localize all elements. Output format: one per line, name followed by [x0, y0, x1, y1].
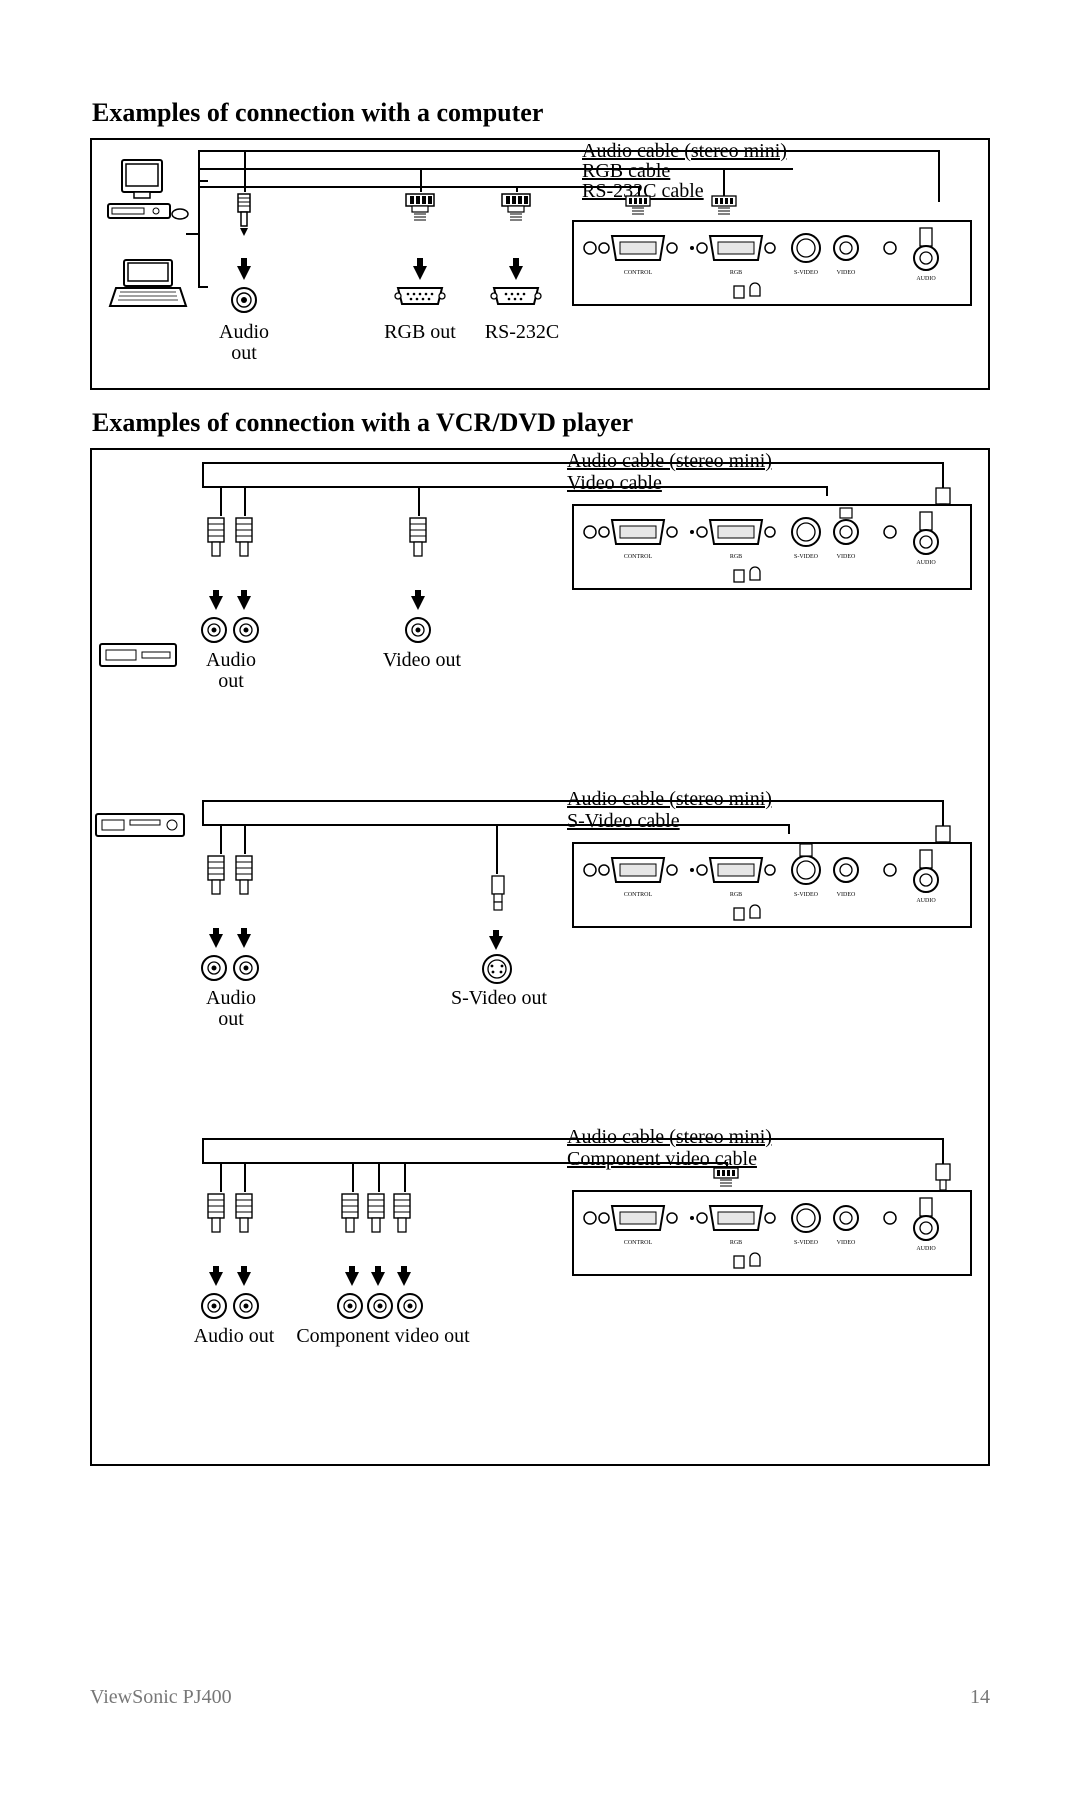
video-rca	[404, 516, 432, 586]
arrow-down-icon	[237, 1272, 251, 1286]
svg-text:CONTROL: CONTROL	[624, 892, 653, 898]
svideo-port-icon	[480, 952, 514, 986]
svg-text:CONTROL: CONTROL	[624, 554, 653, 560]
label-audio-out: Audio out	[196, 988, 266, 1030]
arrow-down-icon	[509, 266, 523, 280]
rgb-connector	[400, 192, 440, 248]
svg-text:RGB: RGB	[730, 554, 742, 560]
dsub-icon	[490, 282, 542, 310]
projector-port-panel: CONTROL RGB S-VIDEO VIDEO AUDIO	[572, 1190, 972, 1276]
rca-pair-icon	[198, 614, 262, 646]
label-rgb-out: RGB out	[382, 322, 458, 343]
svg-text:S-VIDEO: S-VIDEO	[794, 892, 819, 898]
dsub-icon	[394, 282, 446, 310]
heading-computer: Examples of connection with a computer	[92, 98, 990, 128]
svg-text:S-VIDEO: S-VIDEO	[794, 554, 819, 560]
arrow-down-icon	[413, 266, 427, 280]
svg-text:S-VIDEO: S-VIDEO	[794, 270, 819, 276]
heading-vcrdvd: Examples of connection with a VCR/DVD pl…	[92, 408, 990, 438]
arrow-down-icon	[237, 266, 251, 280]
svg-text:CONTROL: CONTROL	[624, 270, 653, 276]
rca-triple-icon	[334, 1290, 426, 1322]
svg-text:AUDIO: AUDIO	[916, 898, 936, 904]
arrow-down-icon	[209, 934, 223, 948]
laptop-icon	[106, 258, 190, 310]
svg-text:VIDEO: VIDEO	[837, 1240, 856, 1246]
dvd-player-icon	[94, 812, 186, 838]
footer: ViewSonic PJ400 14	[90, 1686, 990, 1709]
cable-label-video: Video cable	[567, 472, 662, 495]
arrow-down-icon	[397, 1272, 411, 1286]
svg-text:VIDEO: VIDEO	[837, 270, 856, 276]
vcr-player-icon	[98, 642, 178, 668]
cable-label-svideo: S-Video cable	[567, 810, 680, 833]
desktop-computer-icon	[106, 158, 190, 226]
audio-plug-icon	[932, 1162, 954, 1192]
component-triple	[336, 1192, 422, 1262]
label-svideo-out: S-Video out	[444, 988, 554, 1009]
projector-port-panel: CONTROL RGB S-VIDEO VIDEO AUDIO	[572, 842, 972, 928]
svg-text:RGB: RGB	[730, 892, 742, 898]
audio-connector	[226, 192, 262, 252]
projector-port-panel: CONTROL RGB S-VIDEO	[572, 220, 972, 306]
svg-text:RGB: RGB	[730, 270, 742, 276]
audio-rca-pair	[200, 854, 260, 924]
label-audio-out: Audio out	[196, 650, 266, 692]
audio-rca-pair	[200, 1192, 260, 1262]
jack-circle-icon	[228, 284, 260, 316]
svg-text:S-VIDEO: S-VIDEO	[794, 1240, 819, 1246]
label-video-out: Video out	[372, 650, 472, 671]
svg-text:AUDIO: AUDIO	[916, 276, 936, 282]
svg-text:CONTROL: CONTROL	[624, 1240, 653, 1246]
label-rs232: RS-232C	[482, 322, 562, 343]
svg-text:VIDEO: VIDEO	[837, 892, 856, 898]
diagram-vcr-dvd: Audio cable (stereo mini) Video cable	[90, 448, 990, 1466]
label-audio-out: Audio out	[188, 1326, 280, 1347]
arrow-down-icon	[345, 1272, 359, 1286]
arrow-down-icon	[237, 596, 251, 610]
arrow-down-icon	[209, 596, 223, 610]
arrow-down-icon	[489, 936, 503, 950]
footer-model: ViewSonic PJ400	[90, 1686, 232, 1709]
rca-pair-icon	[198, 952, 262, 984]
arrow-down-icon	[237, 934, 251, 948]
svg-text:VIDEO: VIDEO	[837, 554, 856, 560]
audio-rca-pair	[200, 516, 260, 586]
svideo-plug	[484, 874, 512, 928]
svg-text:AUDIO: AUDIO	[916, 1246, 936, 1252]
arrow-down-icon	[209, 1272, 223, 1286]
arrow-down-icon	[411, 596, 425, 610]
rs232-connector	[496, 192, 536, 248]
label-component-out: Component video out	[288, 1326, 478, 1347]
label-audio-out: Audio out	[204, 322, 284, 364]
footer-page: 14	[970, 1686, 990, 1709]
svg-text:AUDIO: AUDIO	[916, 560, 936, 566]
projector-port-panel: CONTROL RGB S-VIDEO VIDEO AUDIO	[572, 504, 972, 590]
diagram-computer: Audio cable (stereo mini) RGB cable RS-2…	[90, 138, 990, 390]
svg-text:RGB: RGB	[730, 1240, 742, 1246]
rca-pair-icon	[198, 1290, 262, 1322]
arrow-down-icon	[371, 1272, 385, 1286]
rca-icon	[402, 614, 434, 646]
